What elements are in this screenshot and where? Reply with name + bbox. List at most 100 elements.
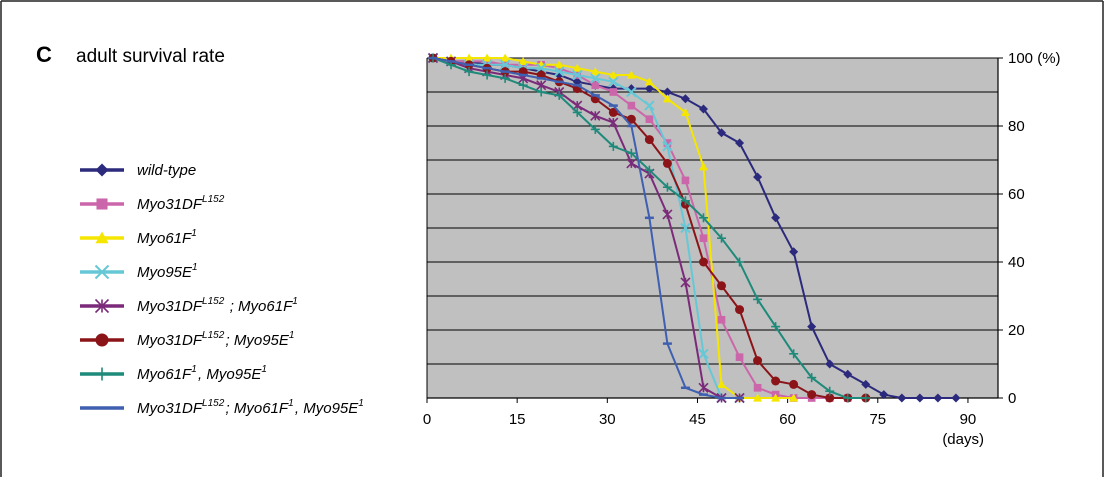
legend-item: Myo31DFL152 ; Myo61F1	[80, 296, 299, 315]
legend-label: Myo31DFL152 ; Myo61F1 , Myo95E1	[137, 398, 365, 417]
data-point	[627, 101, 636, 110]
legend-item: Myo31DFL152 ; Myo61F1 , Myo95E1	[80, 398, 365, 417]
x-tick-label: 30	[599, 411, 616, 428]
data-point	[663, 139, 672, 147]
data-point	[590, 110, 601, 121]
data-point	[608, 117, 619, 128]
legend-item: Myo31DFL152	[80, 194, 226, 213]
x-tick-label: 60	[779, 411, 796, 428]
data-point	[698, 257, 708, 267]
data-point	[626, 70, 636, 79]
data-point	[735, 138, 745, 148]
data-point	[626, 148, 636, 158]
y-tick-label: 40	[1008, 254, 1025, 271]
data-point	[644, 77, 654, 86]
data-point	[626, 158, 637, 169]
y-tick-label: 80	[1008, 118, 1025, 135]
data-point	[608, 141, 618, 151]
data-point	[608, 76, 619, 88]
data-point	[572, 69, 583, 81]
data-point	[861, 393, 871, 403]
data-point	[482, 53, 492, 62]
data-point	[825, 393, 835, 403]
data-point	[554, 66, 565, 77]
data-point	[933, 393, 943, 403]
data-point	[590, 124, 600, 134]
data-point	[645, 115, 654, 124]
data-point	[95, 163, 109, 177]
data-point	[753, 356, 763, 366]
data-point	[698, 162, 708, 171]
data-point	[644, 100, 655, 111]
data-point	[698, 382, 709, 393]
x-axis-label: (days)	[942, 431, 984, 448]
data-point	[464, 53, 474, 62]
legend-label: Myo31DFL152 ; Myo61F1	[137, 296, 299, 315]
series-3	[428, 53, 799, 402]
data-point	[699, 234, 708, 243]
x-tick-label: 15	[509, 411, 526, 428]
data-point	[482, 70, 492, 80]
data-point	[680, 196, 690, 206]
data-point	[626, 86, 637, 98]
legend-label: Myo31DFL152 ; Myo95E1	[137, 330, 296, 349]
data-point	[644, 84, 654, 94]
legend-label: Myo31DFL152	[137, 194, 226, 213]
data-point	[843, 393, 853, 403]
data-point	[609, 88, 618, 96]
x-tick-label: 90	[960, 411, 977, 428]
data-point	[500, 53, 510, 62]
data-point	[698, 348, 709, 360]
series-8	[428, 56, 745, 400]
legend-label: Myo95E1	[137, 262, 199, 281]
data-point	[789, 247, 799, 257]
legend-item: Myo95E1	[80, 262, 199, 281]
data-point	[717, 281, 727, 291]
data-point	[771, 213, 781, 223]
data-point	[95, 231, 109, 244]
data-point	[499, 59, 511, 71]
y-tick-label: 20	[1008, 322, 1025, 339]
data-point	[753, 294, 763, 304]
series-layer	[427, 52, 961, 404]
data-point	[897, 393, 907, 403]
data-point	[807, 322, 817, 332]
data-point	[789, 379, 799, 389]
data-point	[662, 87, 672, 97]
data-point	[843, 369, 853, 379]
data-point	[554, 90, 564, 100]
data-point	[698, 104, 708, 114]
x-tick-label: 75	[869, 411, 886, 428]
data-point	[518, 80, 528, 90]
data-point	[789, 393, 799, 402]
data-point	[608, 107, 618, 117]
data-point	[680, 222, 691, 234]
legend-item: Myo61F1 , Myo95E1	[80, 364, 267, 383]
data-point	[717, 233, 727, 243]
y-tick-label: 100 (%)	[1008, 50, 1061, 67]
y-tick-label: 0	[1008, 390, 1016, 407]
data-point	[518, 56, 528, 65]
data-point	[662, 158, 672, 168]
legend-label: wild-type	[137, 162, 196, 179]
data-point	[662, 94, 672, 103]
series-6	[428, 53, 871, 403]
data-point	[572, 63, 582, 72]
panel-letter: C	[36, 42, 52, 67]
data-point	[680, 107, 690, 116]
data-point	[662, 141, 673, 152]
data-point	[753, 383, 762, 392]
data-point	[825, 386, 835, 396]
data-point	[536, 87, 546, 97]
data-point	[644, 135, 654, 145]
data-point	[95, 333, 109, 347]
data-point	[662, 209, 673, 220]
data-point	[717, 315, 726, 324]
data-point	[753, 172, 763, 182]
data-point	[590, 73, 601, 84]
data-point	[680, 277, 691, 288]
x-tick-label: 0	[423, 411, 431, 428]
data-point	[771, 376, 781, 386]
